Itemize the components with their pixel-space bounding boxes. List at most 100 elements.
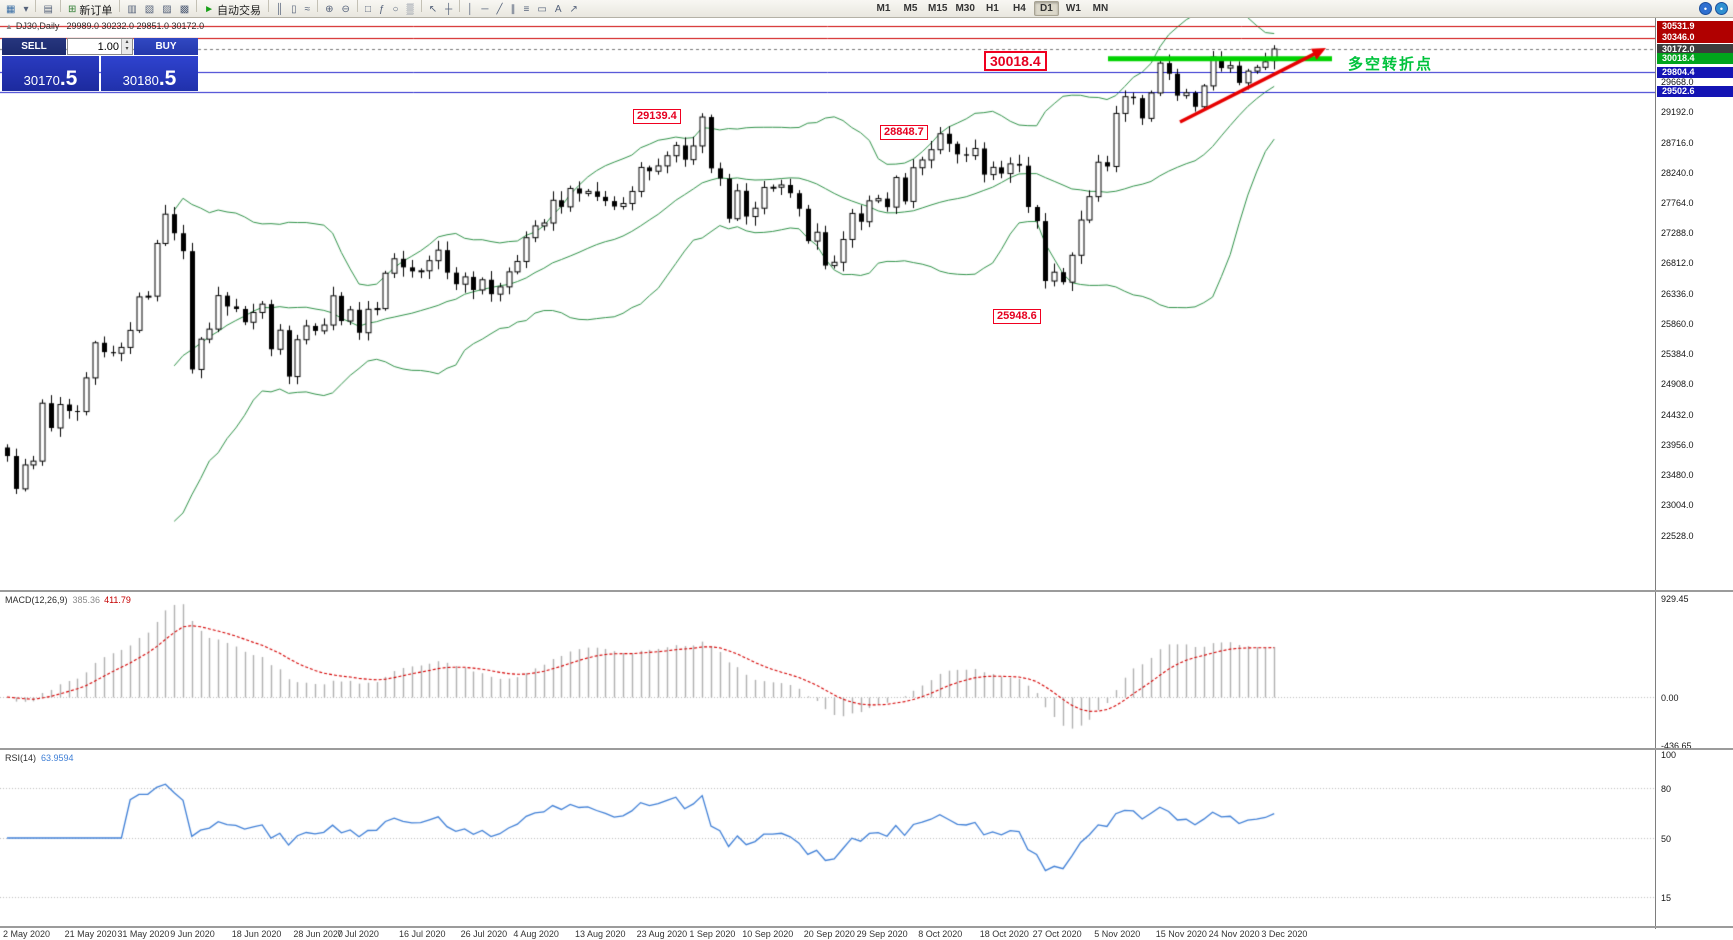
auto-trading-button-label: 自动交易 bbox=[217, 5, 262, 18]
sell-price-display[interactable]: 30170.5 bbox=[2, 56, 99, 91]
rsi-indicator-label: RSI(14) 63.9594 bbox=[5, 753, 74, 763]
new-order-button[interactable]: ⊞ 新订单 bbox=[65, 3, 115, 18]
terminal-button-icon: ▩ bbox=[179, 4, 190, 16]
toolbar-separator bbox=[196, 0, 198, 13]
cursor-button[interactable]: ↖ bbox=[426, 3, 440, 18]
new-chart-button-icon: ▦ bbox=[6, 4, 16, 16]
lot-size-field[interactable]: 1.00 ▴ ▾ bbox=[67, 38, 133, 55]
time-axis-label: 15 Nov 2020 bbox=[1155, 929, 1207, 939]
time-axis-label: 21 May 2020 bbox=[64, 929, 117, 939]
tile-windows-button-icon: □ bbox=[364, 4, 371, 16]
toolbar-separator bbox=[317, 0, 319, 13]
crosshair-button[interactable]: ┼ bbox=[442, 3, 455, 18]
price-annotation[interactable]: 29139.4 bbox=[633, 109, 681, 124]
chart-list-dropdown-button[interactable]: ▾ bbox=[20, 3, 31, 18]
tile-windows-button[interactable]: □ bbox=[362, 3, 374, 18]
toolbar-blue-icon-1[interactable]: • bbox=[1699, 2, 1712, 15]
time-axis-label: 31 May 2020 bbox=[117, 929, 170, 939]
timeframe-mn[interactable]: MN bbox=[1092, 3, 1109, 14]
periods-button-icon: ○ bbox=[392, 4, 399, 16]
data-window-button[interactable]: ▧ bbox=[142, 3, 157, 18]
price-tick: 23956.0 bbox=[1661, 439, 1694, 450]
toolbar-separator bbox=[268, 0, 270, 13]
timeframe-m1[interactable]: M1 bbox=[876, 3, 891, 14]
macd-panel-canvas[interactable] bbox=[0, 592, 1655, 748]
vertical-line-button[interactable]: │ bbox=[464, 3, 476, 18]
timeframe-h4[interactable]: H4 bbox=[1013, 3, 1026, 14]
time-axis-label: 16 Jul 2020 bbox=[399, 929, 446, 939]
timeframe-h1[interactable]: H1 bbox=[986, 3, 999, 14]
arrows-button-icon: ↗ bbox=[569, 4, 578, 16]
symbol-period-label: DJ30,Daily bbox=[15, 21, 60, 31]
time-axis-label: 20 Sep 2020 bbox=[803, 929, 855, 939]
channel-button[interactable]: ∥ bbox=[508, 3, 519, 18]
rsi-panel-canvas[interactable] bbox=[0, 750, 1655, 926]
time-axis-label: 5 Nov 2020 bbox=[1094, 929, 1141, 939]
timeframe-m5[interactable]: M5 bbox=[903, 3, 918, 14]
zoom-in-button[interactable]: ⊕ bbox=[322, 3, 336, 18]
price-tick: 25384.0 bbox=[1661, 349, 1694, 360]
shapes-button[interactable]: ▭ bbox=[534, 3, 549, 18]
chart-icon: ▲ bbox=[5, 22, 13, 31]
arrows-button[interactable]: ↗ bbox=[567, 3, 581, 18]
candlestick-chart-button[interactable]: ▯ bbox=[288, 3, 300, 18]
timeframe-toolbar: M1 M5 M15 M30 H1 H4 D1 W1 MN bbox=[870, 1, 1114, 16]
bar-chart-button[interactable]: ║ bbox=[273, 3, 286, 18]
macd-value-1: 385.36 bbox=[72, 595, 101, 605]
one-click-trading-panel: SELL 1.00 ▴ ▾ BUY 30170.5 30180.5 bbox=[2, 38, 200, 91]
panel-separator[interactable] bbox=[0, 748, 1733, 750]
rsi-axis-tick: 80 bbox=[1661, 783, 1672, 794]
market-watch-button[interactable]: ▥ bbox=[124, 3, 139, 18]
price-tag: 29502.6 bbox=[1657, 86, 1733, 98]
timeframe-m15[interactable]: M15 bbox=[928, 3, 948, 14]
terminal-button[interactable]: ▩ bbox=[177, 3, 192, 18]
toolbar-blue-icon-2[interactable]: • bbox=[1715, 2, 1728, 15]
panel-separator[interactable] bbox=[0, 590, 1733, 592]
profiles-button[interactable]: ▤ bbox=[40, 3, 55, 18]
time-axis-label: 18 Jun 2020 bbox=[231, 929, 282, 939]
panel-separator[interactable] bbox=[0, 926, 1733, 928]
chart-title: ▲ DJ30,Daily 29989.0 30232.0 29851.0 30172… bbox=[5, 21, 204, 31]
timeframe-m30[interactable]: M30 bbox=[955, 3, 975, 14]
price-tick: 24432.0 bbox=[1661, 409, 1694, 420]
zoom-out-button-icon: ⊖ bbox=[341, 4, 350, 16]
templates-button[interactable]: ▒ bbox=[404, 3, 417, 18]
buy-price-pip: .5 bbox=[158, 67, 177, 90]
price-annotation[interactable]: 25948.6 bbox=[993, 309, 1041, 324]
new-chart-button[interactable]: ▦ bbox=[3, 3, 18, 18]
lot-decrease-button[interactable]: ▾ bbox=[125, 46, 129, 52]
fibonacci-button[interactable]: ≡ bbox=[521, 3, 533, 18]
main-chart-canvas[interactable] bbox=[0, 18, 1655, 590]
turning-point-annotation[interactable]: 多空转折点 bbox=[1348, 56, 1434, 73]
crosshair-button-icon: ┼ bbox=[445, 4, 453, 16]
buy-button[interactable]: BUY bbox=[134, 38, 198, 55]
lot-increase-button[interactable]: ▴ bbox=[125, 39, 129, 45]
channel-button-icon: ∥ bbox=[510, 4, 516, 16]
timeframe-d1[interactable]: D1 bbox=[1033, 1, 1059, 16]
time-axis-label: 7 Jul 2020 bbox=[337, 929, 379, 939]
price-annotation[interactable]: 30018.4 bbox=[984, 51, 1047, 71]
indicators-button[interactable]: ƒ bbox=[376, 3, 388, 18]
price-tag: 30018.4 bbox=[1657, 53, 1733, 65]
buy-price-display[interactable]: 30180.5 bbox=[101, 56, 198, 91]
price-annotation[interactable]: 28848.7 bbox=[880, 125, 928, 140]
indicators-button-icon: ƒ bbox=[378, 4, 385, 16]
periods-button[interactable]: ○ bbox=[390, 3, 402, 18]
timeframe-w1[interactable]: W1 bbox=[1065, 3, 1081, 14]
auto-trading-button[interactable]: ► 自动交易 bbox=[201, 3, 264, 18]
price-tick: 29192.0 bbox=[1661, 107, 1694, 118]
navigator-button[interactable]: ▨ bbox=[159, 3, 174, 18]
macd-axis-tick: -436.65 bbox=[1661, 741, 1692, 751]
horizontal-line-button[interactable]: ─ bbox=[478, 3, 491, 18]
line-chart-button[interactable]: ≈ bbox=[302, 3, 314, 18]
ohlc-values: 29989.0 30232.0 29851.0 30172.0 bbox=[66, 21, 205, 31]
sell-button[interactable]: SELL bbox=[2, 38, 66, 55]
zoom-out-button[interactable]: ⊖ bbox=[339, 3, 353, 18]
price-tick: 27764.0 bbox=[1661, 197, 1694, 208]
time-axis-label: 23 Aug 2020 bbox=[636, 929, 688, 939]
sell-price-pip: .5 bbox=[59, 67, 78, 90]
toolbar-separator bbox=[35, 0, 37, 13]
trendline-button[interactable]: ╱ bbox=[494, 3, 506, 18]
text-button[interactable]: A bbox=[552, 3, 565, 18]
